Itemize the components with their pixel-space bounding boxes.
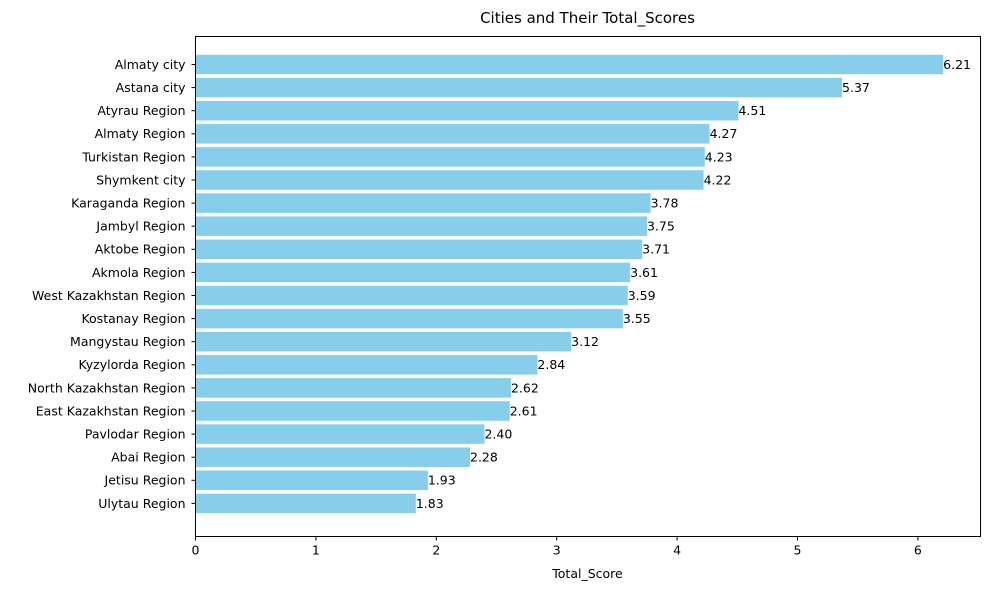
bar [195, 170, 704, 190]
value-label: 6.21 [943, 57, 971, 72]
chart-title: Cities and Their Total_Scores [480, 9, 695, 28]
bar [195, 124, 710, 144]
category-label: Almaty Region [95, 126, 186, 141]
category-label: Abai Region [111, 450, 185, 465]
category-label: Kostanay Region [81, 311, 185, 326]
category-label: West Kazakhstan Region [32, 288, 186, 303]
bar [195, 493, 416, 514]
bar [195, 401, 510, 421]
value-labels-layer: 6.21 5.37 4.514.27 4.23 4.22 3.78 3.75 3.71 3.61… [416, 57, 971, 511]
x-axis-ticks-layer: 0 1 2 3 4 5 6 [192, 536, 922, 558]
value-label: 1.93 [428, 473, 456, 488]
category-label: Jetisu Region [104, 473, 186, 488]
value-label: 2.40 [484, 426, 512, 441]
category-label: East Kazakhstan Region [36, 403, 186, 418]
value-label: 4.51 [738, 103, 766, 118]
category-label: Atyrau Region [97, 103, 185, 118]
bars-layer [195, 54, 944, 514]
x-tick-label: 4 [673, 543, 681, 558]
value-label: 2.62 [511, 380, 539, 395]
bar [195, 216, 647, 236]
category-label: Astana city [116, 80, 186, 95]
bar [195, 424, 485, 444]
category-label: Almaty city [115, 57, 186, 72]
value-label: 2.28 [470, 450, 498, 465]
category-label: Pavlodar Region [85, 426, 186, 441]
value-label: 3.75 [647, 219, 675, 234]
x-tick-label: 3 [553, 543, 561, 558]
x-axis-label: Total_Score [551, 566, 623, 581]
bar [195, 447, 471, 467]
value-label: 3.71 [642, 242, 670, 257]
category-label: North Kazakhstan Region [28, 380, 186, 395]
value-label: 4.23 [705, 149, 733, 164]
value-label: 3.59 [628, 288, 656, 303]
bar [195, 54, 944, 75]
bar [195, 100, 739, 121]
x-tick-label: 6 [914, 543, 922, 558]
plot-frame [195, 36, 981, 537]
value-label: 1.83 [416, 496, 444, 511]
category-label: Kyzylorda Region [78, 357, 185, 372]
bar [195, 239, 643, 260]
bar [195, 470, 428, 491]
bar [195, 147, 705, 167]
value-label: 5.37 [842, 80, 870, 95]
bar [195, 262, 631, 283]
category-label: Ulytau Region [98, 496, 185, 511]
bar [195, 331, 572, 352]
category-label: Karaganda Region [71, 195, 185, 210]
bar [195, 77, 843, 98]
x-tick-label: 1 [312, 543, 320, 558]
value-label: 4.22 [704, 172, 732, 187]
bar [195, 355, 538, 375]
value-label: 4.27 [710, 126, 738, 141]
category-label: Mangystau Region [70, 334, 185, 349]
value-label: 3.61 [630, 265, 658, 280]
value-label: 2.61 [510, 403, 538, 418]
bar [195, 378, 511, 398]
category-label: Turkistan Region [81, 149, 185, 164]
category-labels-layer: Almaty city Astana city Atyrau Region Almat… [28, 57, 196, 511]
category-label: Shymkent city [96, 172, 186, 187]
x-tick-label: 2 [432, 543, 440, 558]
category-label: Akmola Region [92, 265, 186, 280]
category-label: Jambyl Region [95, 219, 185, 234]
value-label: 3.78 [651, 195, 679, 210]
value-label: 2.84 [537, 357, 565, 372]
value-label: 3.12 [571, 334, 599, 349]
bar [195, 285, 628, 306]
x-tick-label: 5 [794, 543, 802, 558]
value-label: 3.55 [623, 311, 651, 326]
x-tick-label: 0 [192, 543, 200, 558]
bar [195, 193, 651, 213]
category-label: Aktobe Region [95, 242, 186, 257]
bar [195, 308, 623, 329]
